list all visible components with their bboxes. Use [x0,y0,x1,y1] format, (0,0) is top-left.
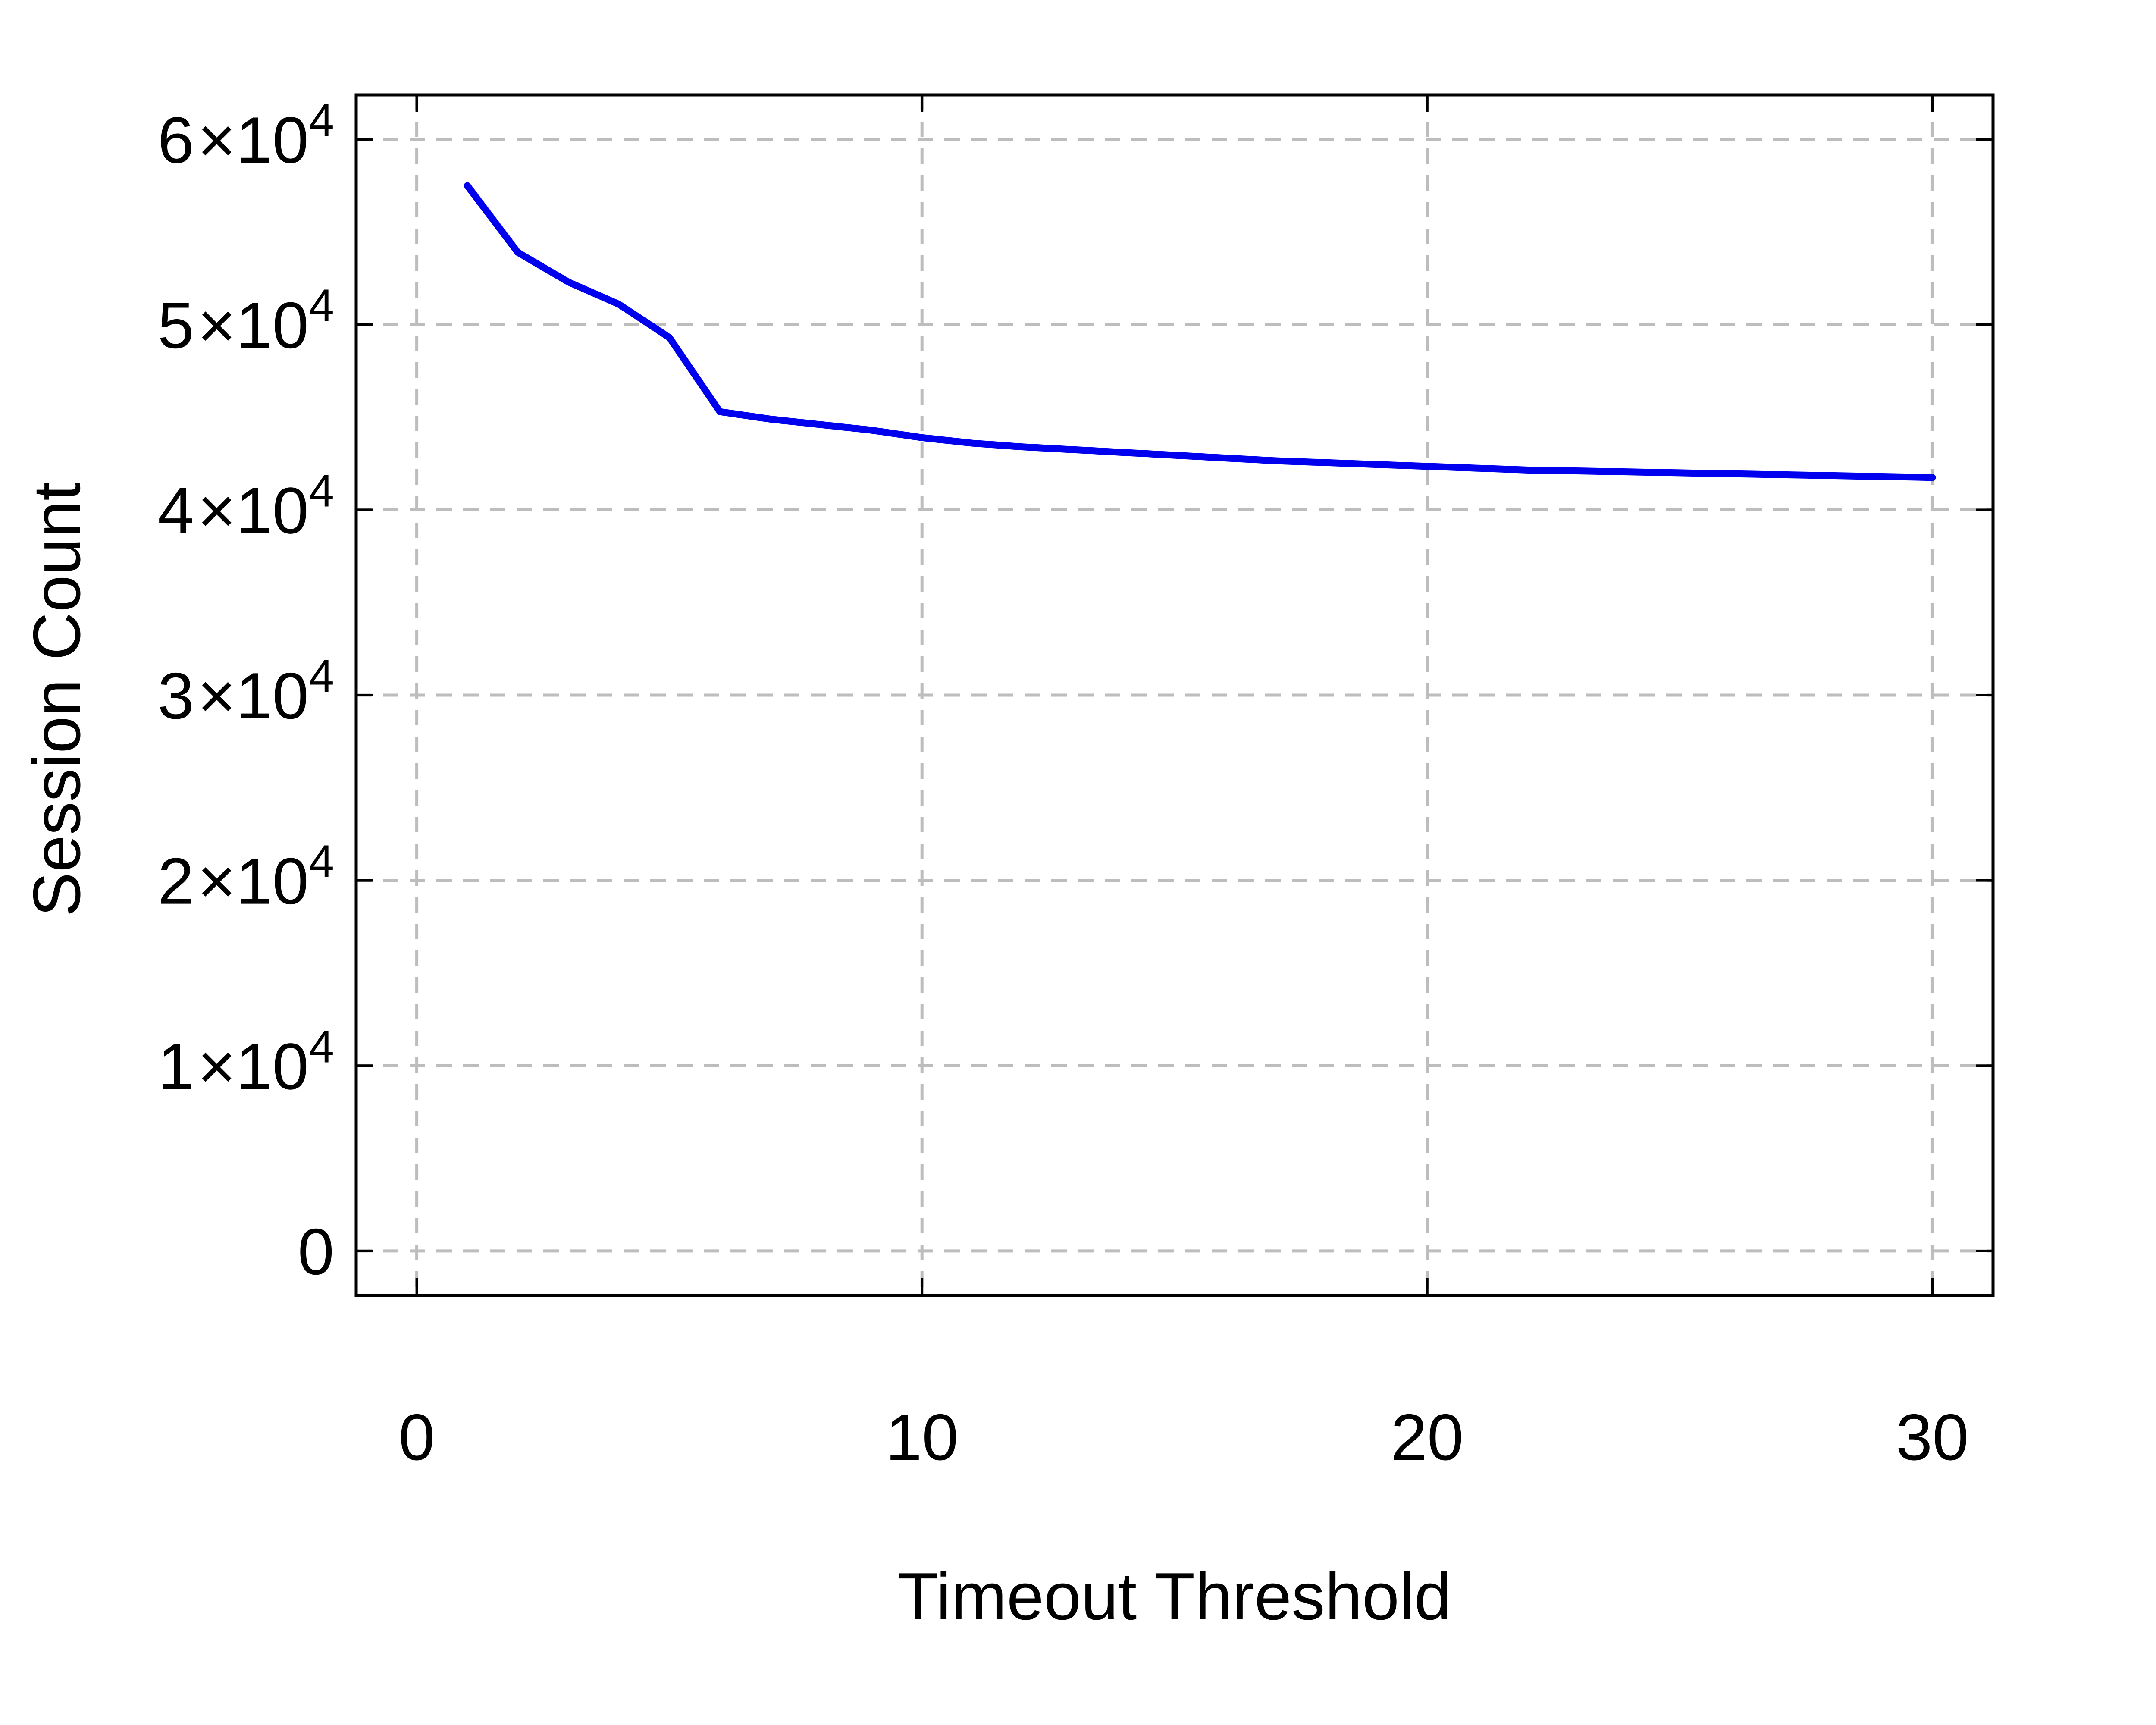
y-tick-times-ten: ×10 [197,104,309,177]
x-tick-label: 30 [1896,1401,1969,1474]
y-tick-times-ten: ×10 [197,474,309,547]
series-line [464,182,1936,481]
y-tick-label: 4×104 [158,465,334,547]
grid-lines [356,95,1993,1295]
y-tick-label: 5×104 [158,280,334,362]
y-tick-label: 3×104 [158,651,334,733]
y-tick-mantissa: 0 [298,1215,334,1289]
y-tick-exponent: 4 [309,95,334,146]
y-tick-times-ten: ×10 [197,659,309,733]
y-tick-mantissa: 1 [158,1030,194,1103]
y-tick-mantissa: 4 [158,474,194,547]
x-axis-title: Timeout Threshold [898,1559,1451,1634]
y-tick-times-ten: ×10 [197,845,309,918]
y-tick-mantissa: 3 [158,659,194,733]
x-tick-label: 20 [1391,1401,1463,1474]
y-tick-label: 6×104 [158,95,334,177]
y-tick-exponent: 4 [309,280,334,331]
y-axis-title: Session Count [19,482,94,917]
y-tick-exponent: 4 [309,651,334,702]
x-tick-label: 0 [398,1401,435,1474]
x-tick-label: 10 [886,1401,959,1474]
y-tick-label: 0 [298,1215,334,1289]
y-tick-exponent: 4 [309,1021,334,1072]
y-tick-times-ten: ×10 [197,289,309,362]
tick-marks [356,95,1993,1295]
y-tick-mantissa: 5 [158,289,194,362]
y-tick-exponent: 4 [309,465,334,516]
y-tick-mantissa: 2 [158,845,194,918]
y-tick-exponent: 4 [309,836,334,887]
y-tick-label: 1×104 [158,1021,334,1103]
series-layer [464,182,1936,481]
y-tick-label: 2×104 [158,836,334,918]
x-tick-labels: 0 10 20 30 [398,1401,1969,1474]
y-tick-mantissa: 6 [158,104,194,177]
y-tick-times-ten: ×10 [197,1030,309,1103]
